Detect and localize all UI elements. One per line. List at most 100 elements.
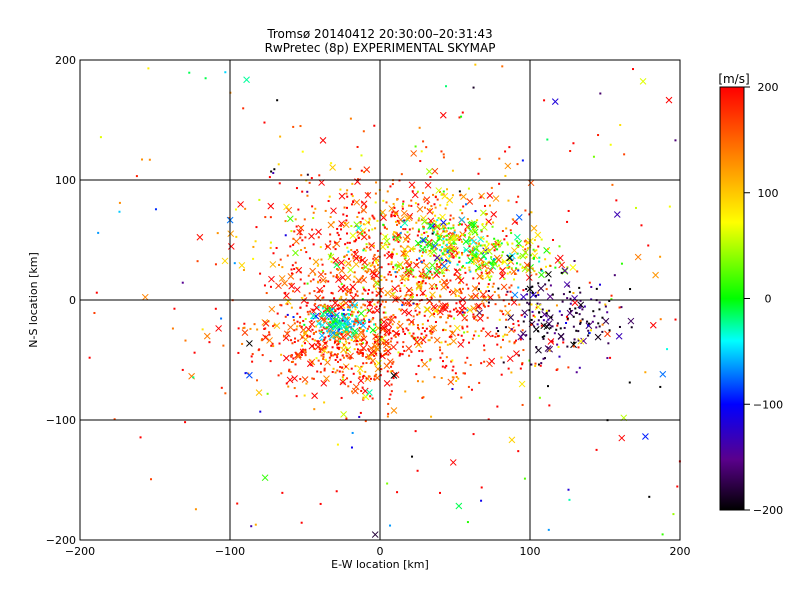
data-point-dot [373,323,376,326]
data-point-dot [313,339,316,342]
data-point-x [361,387,369,395]
data-point-dot [346,328,349,331]
data-point-dot [468,341,471,344]
data-point-x [439,111,447,119]
data-point-x [434,222,442,230]
data-point-dot [362,374,365,377]
data-point-dot [347,316,350,319]
data-point-dot [454,372,457,375]
data-point-dot [351,390,354,393]
data-point-dot [280,353,283,356]
data-point-x [369,326,377,334]
data-point-dot [370,277,373,280]
data-point-dot [242,327,245,330]
data-point-dot [352,280,355,283]
data-point-x [389,291,397,299]
data-point-x [486,192,494,199]
data-point-x [238,262,246,269]
data-point-dot [311,377,314,380]
data-point-dot [287,385,290,388]
data-point-dot [674,318,677,321]
data-point-x [428,262,436,269]
data-point-dot [503,333,506,336]
data-point-dot [506,264,509,267]
data-point-dot [321,297,324,300]
data-point-x [488,357,496,365]
data-point-dot [376,219,379,222]
data-point-dot [452,365,455,368]
data-point-dot [331,370,334,373]
data-point-dot [601,316,604,319]
data-point-dot [569,297,572,300]
x-tick-label: 100 [520,545,541,558]
data-point-dot [463,311,466,314]
data-point-dot [382,311,385,314]
x-tick-label: 0 [377,545,384,558]
data-point-dot [512,322,515,325]
data-point-dot [338,348,341,351]
data-point-dot [361,351,364,354]
data-point-dot [289,245,292,248]
data-point-dot [470,388,473,391]
data-point-dot [436,198,439,201]
data-point-dot [611,183,614,186]
data-point-x [319,321,326,329]
data-point-x [283,203,290,211]
data-point-dot [421,350,424,353]
data-point-dot [369,395,372,398]
data-point-dot [296,312,299,315]
data-point-dot [362,318,365,321]
data-point-dot [473,334,476,337]
data-point-dot [329,271,332,274]
data-point-dot [323,401,326,404]
data-point-dot [361,338,364,341]
data-point-dot [414,338,417,341]
data-point-dot [279,258,282,261]
data-point-dot [546,138,549,141]
data-point-dot [580,305,583,308]
data-point-dot [323,367,326,370]
data-point-dot [549,284,552,287]
data-point-dot [314,316,317,319]
data-point-dot [171,327,174,330]
colorbar-label: [m/s] [718,72,749,86]
data-point-dot [377,300,380,303]
data-point-dot [368,262,371,265]
data-point-dot [481,261,484,264]
data-point-dot [359,259,362,262]
data-point-dot [540,316,543,319]
data-point-dot [300,249,303,252]
data-point-dot [428,208,431,211]
data-point-dot [439,349,442,352]
data-point-dot [88,356,91,359]
data-point-dot [475,255,478,258]
data-point-x [347,266,354,274]
data-point-dot [668,205,671,208]
data-point-dot [360,306,363,309]
data-point-dot [338,297,341,300]
data-point-dot [284,220,287,223]
data-point-dot [390,213,393,216]
data-point-dot [436,232,439,235]
data-point-x [457,341,465,348]
data-point-dot [412,323,415,326]
data-point-x [649,321,657,329]
data-point-dot [561,300,564,303]
data-point-dot [321,329,324,332]
data-point-dot [346,195,349,198]
data-point-x [495,256,502,264]
data-point-dot [305,382,308,385]
data-point-dot [303,294,306,297]
data-point-dot [573,259,576,262]
data-point-dot [312,377,315,380]
data-point-x [507,314,515,321]
data-point-dot [454,289,457,292]
data-point-dot [358,326,361,329]
data-point-dot [304,349,307,352]
data-point-dot [445,269,448,272]
data-point-dot [365,356,368,359]
data-point-dot [440,150,443,153]
data-point-x [423,306,431,313]
data-point-dot [560,271,563,274]
data-point-x [375,359,382,367]
